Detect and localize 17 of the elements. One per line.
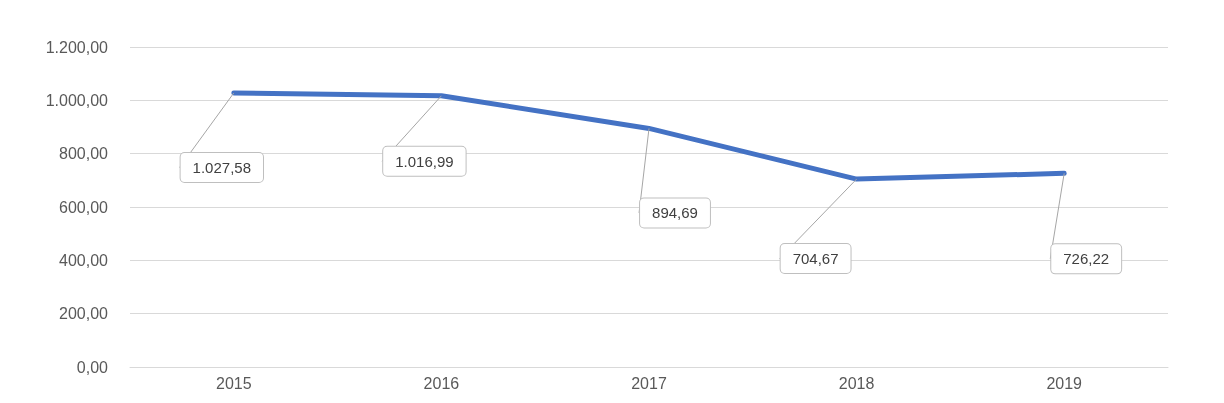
x-tick-label: 2018 — [838, 374, 875, 392]
y-tick-label: 1.200,00 — [45, 38, 109, 56]
x-tick-label: 2017 — [631, 374, 667, 392]
y-tick-label: 1.000,00 — [45, 91, 109, 109]
data-label: 1.027,58 — [192, 158, 251, 176]
x-tick-label: 2015 — [216, 374, 252, 392]
data-label: 894,69 — [652, 204, 698, 222]
x-tick-label: 2019 — [1046, 374, 1083, 392]
data-label: 726,22 — [1063, 250, 1110, 268]
y-tick-label: 600,00 — [59, 198, 109, 216]
y-tick-label: 0,00 — [76, 358, 109, 376]
x-tick-label: 2016 — [423, 374, 460, 392]
y-tick-label: 200,00 — [59, 305, 109, 323]
y-tick-label: 400,00 — [59, 251, 109, 269]
data-label: 704,67 — [792, 250, 839, 268]
y-tick-label: 800,00 — [59, 145, 109, 163]
data-label: 1.016,99 — [395, 152, 454, 170]
